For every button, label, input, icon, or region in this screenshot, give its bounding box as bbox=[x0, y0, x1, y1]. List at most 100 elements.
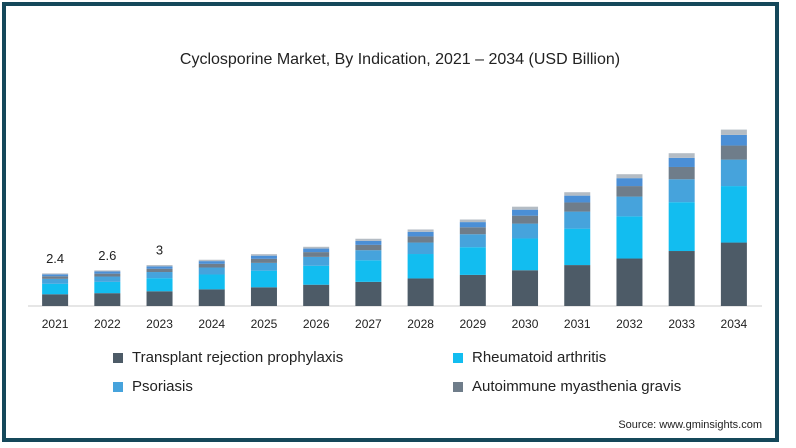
bar-segment bbox=[355, 260, 382, 282]
bar-segment bbox=[250, 287, 277, 306]
legend-label: Rheumatoid arthritis bbox=[472, 349, 606, 366]
bar-segment bbox=[250, 270, 277, 288]
bar-segment bbox=[512, 206, 539, 210]
bar-segment bbox=[303, 265, 330, 285]
bar-segment bbox=[564, 202, 591, 212]
x-tick-label: 2026 bbox=[303, 317, 330, 331]
bar-segment bbox=[355, 238, 382, 241]
bar-segment bbox=[616, 196, 643, 217]
bar-segment bbox=[407, 236, 434, 243]
bar-segment bbox=[616, 216, 643, 259]
x-tick-label: 2032 bbox=[616, 317, 643, 331]
bar-segment bbox=[355, 250, 382, 261]
bar-segment bbox=[512, 238, 539, 271]
bar-segment bbox=[616, 258, 643, 306]
bar-segment bbox=[668, 153, 695, 158]
bar-segment bbox=[616, 178, 643, 187]
bar-segment bbox=[198, 267, 225, 275]
bar-segment bbox=[303, 252, 330, 257]
x-tick-label: 2023 bbox=[146, 317, 173, 331]
bar-segment bbox=[668, 251, 695, 306]
bar-segment bbox=[146, 291, 173, 306]
bar-segment bbox=[459, 222, 486, 228]
bar-segment bbox=[720, 186, 747, 243]
bar-segment bbox=[355, 244, 382, 251]
bar-segment bbox=[198, 259, 225, 262]
bar-segment bbox=[146, 272, 173, 279]
bar-segment bbox=[720, 134, 747, 146]
bar-segment bbox=[512, 270, 539, 306]
bar-segment bbox=[250, 255, 277, 259]
bar-segment bbox=[564, 195, 591, 203]
bar-segment bbox=[355, 281, 382, 306]
bar-segment bbox=[303, 248, 330, 253]
bar-segment bbox=[720, 129, 747, 135]
legend-swatch bbox=[113, 353, 123, 363]
bar-segment bbox=[459, 234, 486, 248]
x-tick-label: 2030 bbox=[512, 317, 539, 331]
bar-segment bbox=[407, 242, 434, 255]
x-tick-label: 2021 bbox=[42, 317, 69, 331]
frame bbox=[2, 2, 779, 442]
x-tick-label: 2024 bbox=[198, 317, 225, 331]
legend-label: Transplant rejection prophylaxis bbox=[132, 349, 343, 366]
bar-segment bbox=[668, 202, 695, 252]
bar-segment bbox=[668, 166, 695, 180]
bar-segment bbox=[146, 268, 173, 273]
bar-segment bbox=[42, 294, 69, 306]
legend-swatch bbox=[113, 382, 123, 392]
chart-title: Cyclosporine Market, By Indication, 2021… bbox=[180, 51, 620, 68]
legend-swatch bbox=[453, 353, 463, 363]
bar-segment bbox=[459, 247, 486, 275]
source: Source: www.gminsights.com bbox=[618, 419, 762, 431]
bar-segment bbox=[512, 223, 539, 239]
bar-segment bbox=[42, 274, 69, 277]
bar-segment bbox=[459, 219, 486, 223]
bar-segment bbox=[42, 278, 69, 284]
bar-segment bbox=[94, 271, 121, 274]
bar-segment bbox=[616, 174, 643, 179]
bar-segment bbox=[146, 265, 173, 267]
bar-segment bbox=[303, 246, 330, 249]
bar-segment bbox=[459, 274, 486, 306]
bar-segment bbox=[198, 261, 225, 264]
bar-segment bbox=[512, 215, 539, 224]
x-tick-label: 2034 bbox=[721, 317, 748, 331]
bar-segment bbox=[668, 179, 695, 203]
bar-segment bbox=[720, 159, 747, 187]
x-tick-label: 2025 bbox=[251, 317, 278, 331]
bar-segment bbox=[94, 270, 121, 272]
bar-segment bbox=[720, 145, 747, 160]
bar-segment bbox=[42, 283, 69, 295]
bar-segment bbox=[198, 274, 225, 290]
bar-segment bbox=[42, 273, 69, 275]
bar-segment bbox=[198, 263, 225, 268]
legend-label: Autoimmune myasthenia gravis bbox=[472, 378, 681, 395]
bar-segment bbox=[564, 228, 591, 266]
bar-segment bbox=[459, 227, 486, 235]
x-tick-label: 2029 bbox=[459, 317, 486, 331]
bar-segment bbox=[250, 262, 277, 271]
x-tick-label: 2028 bbox=[407, 317, 434, 331]
bar-segment bbox=[42, 276, 69, 279]
bar-segment bbox=[407, 278, 434, 306]
bar-segment bbox=[94, 276, 121, 282]
bar-segment bbox=[512, 209, 539, 216]
legend-label: Psoriasis bbox=[132, 378, 193, 395]
bar-segment bbox=[94, 293, 121, 306]
x-tick-label: 2033 bbox=[668, 317, 695, 331]
bar-segment bbox=[250, 254, 277, 256]
bar-segment bbox=[616, 186, 643, 197]
bar-segment bbox=[146, 266, 173, 269]
bar-segment bbox=[564, 211, 591, 229]
bar-segment bbox=[407, 254, 434, 279]
x-tick-label: 2031 bbox=[564, 317, 591, 331]
total-label: 3 bbox=[156, 243, 163, 258]
x-tick-label: 2027 bbox=[355, 317, 382, 331]
bar-segment bbox=[94, 281, 121, 294]
total-label: 2.6 bbox=[98, 248, 116, 263]
bar-segment bbox=[720, 242, 747, 306]
legend-swatch bbox=[453, 382, 463, 392]
bar-segment bbox=[146, 278, 173, 292]
